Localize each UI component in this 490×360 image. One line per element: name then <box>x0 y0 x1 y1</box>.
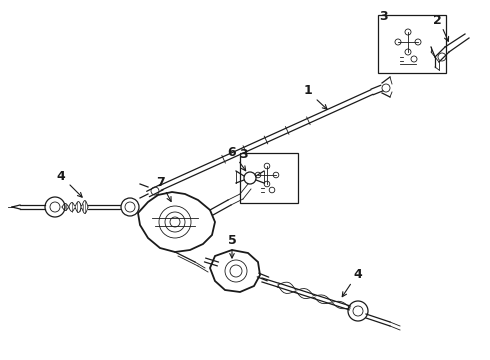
Bar <box>378 15 446 73</box>
Text: 4: 4 <box>57 170 65 183</box>
Text: 1: 1 <box>304 85 313 98</box>
Text: 7: 7 <box>156 176 164 189</box>
Text: 2: 2 <box>433 13 441 27</box>
Text: 6: 6 <box>228 147 236 159</box>
Text: 5: 5 <box>228 234 236 247</box>
Bar <box>240 153 298 203</box>
Text: 3: 3 <box>239 148 247 162</box>
Text: 4: 4 <box>354 269 363 282</box>
Text: 3: 3 <box>379 10 387 23</box>
